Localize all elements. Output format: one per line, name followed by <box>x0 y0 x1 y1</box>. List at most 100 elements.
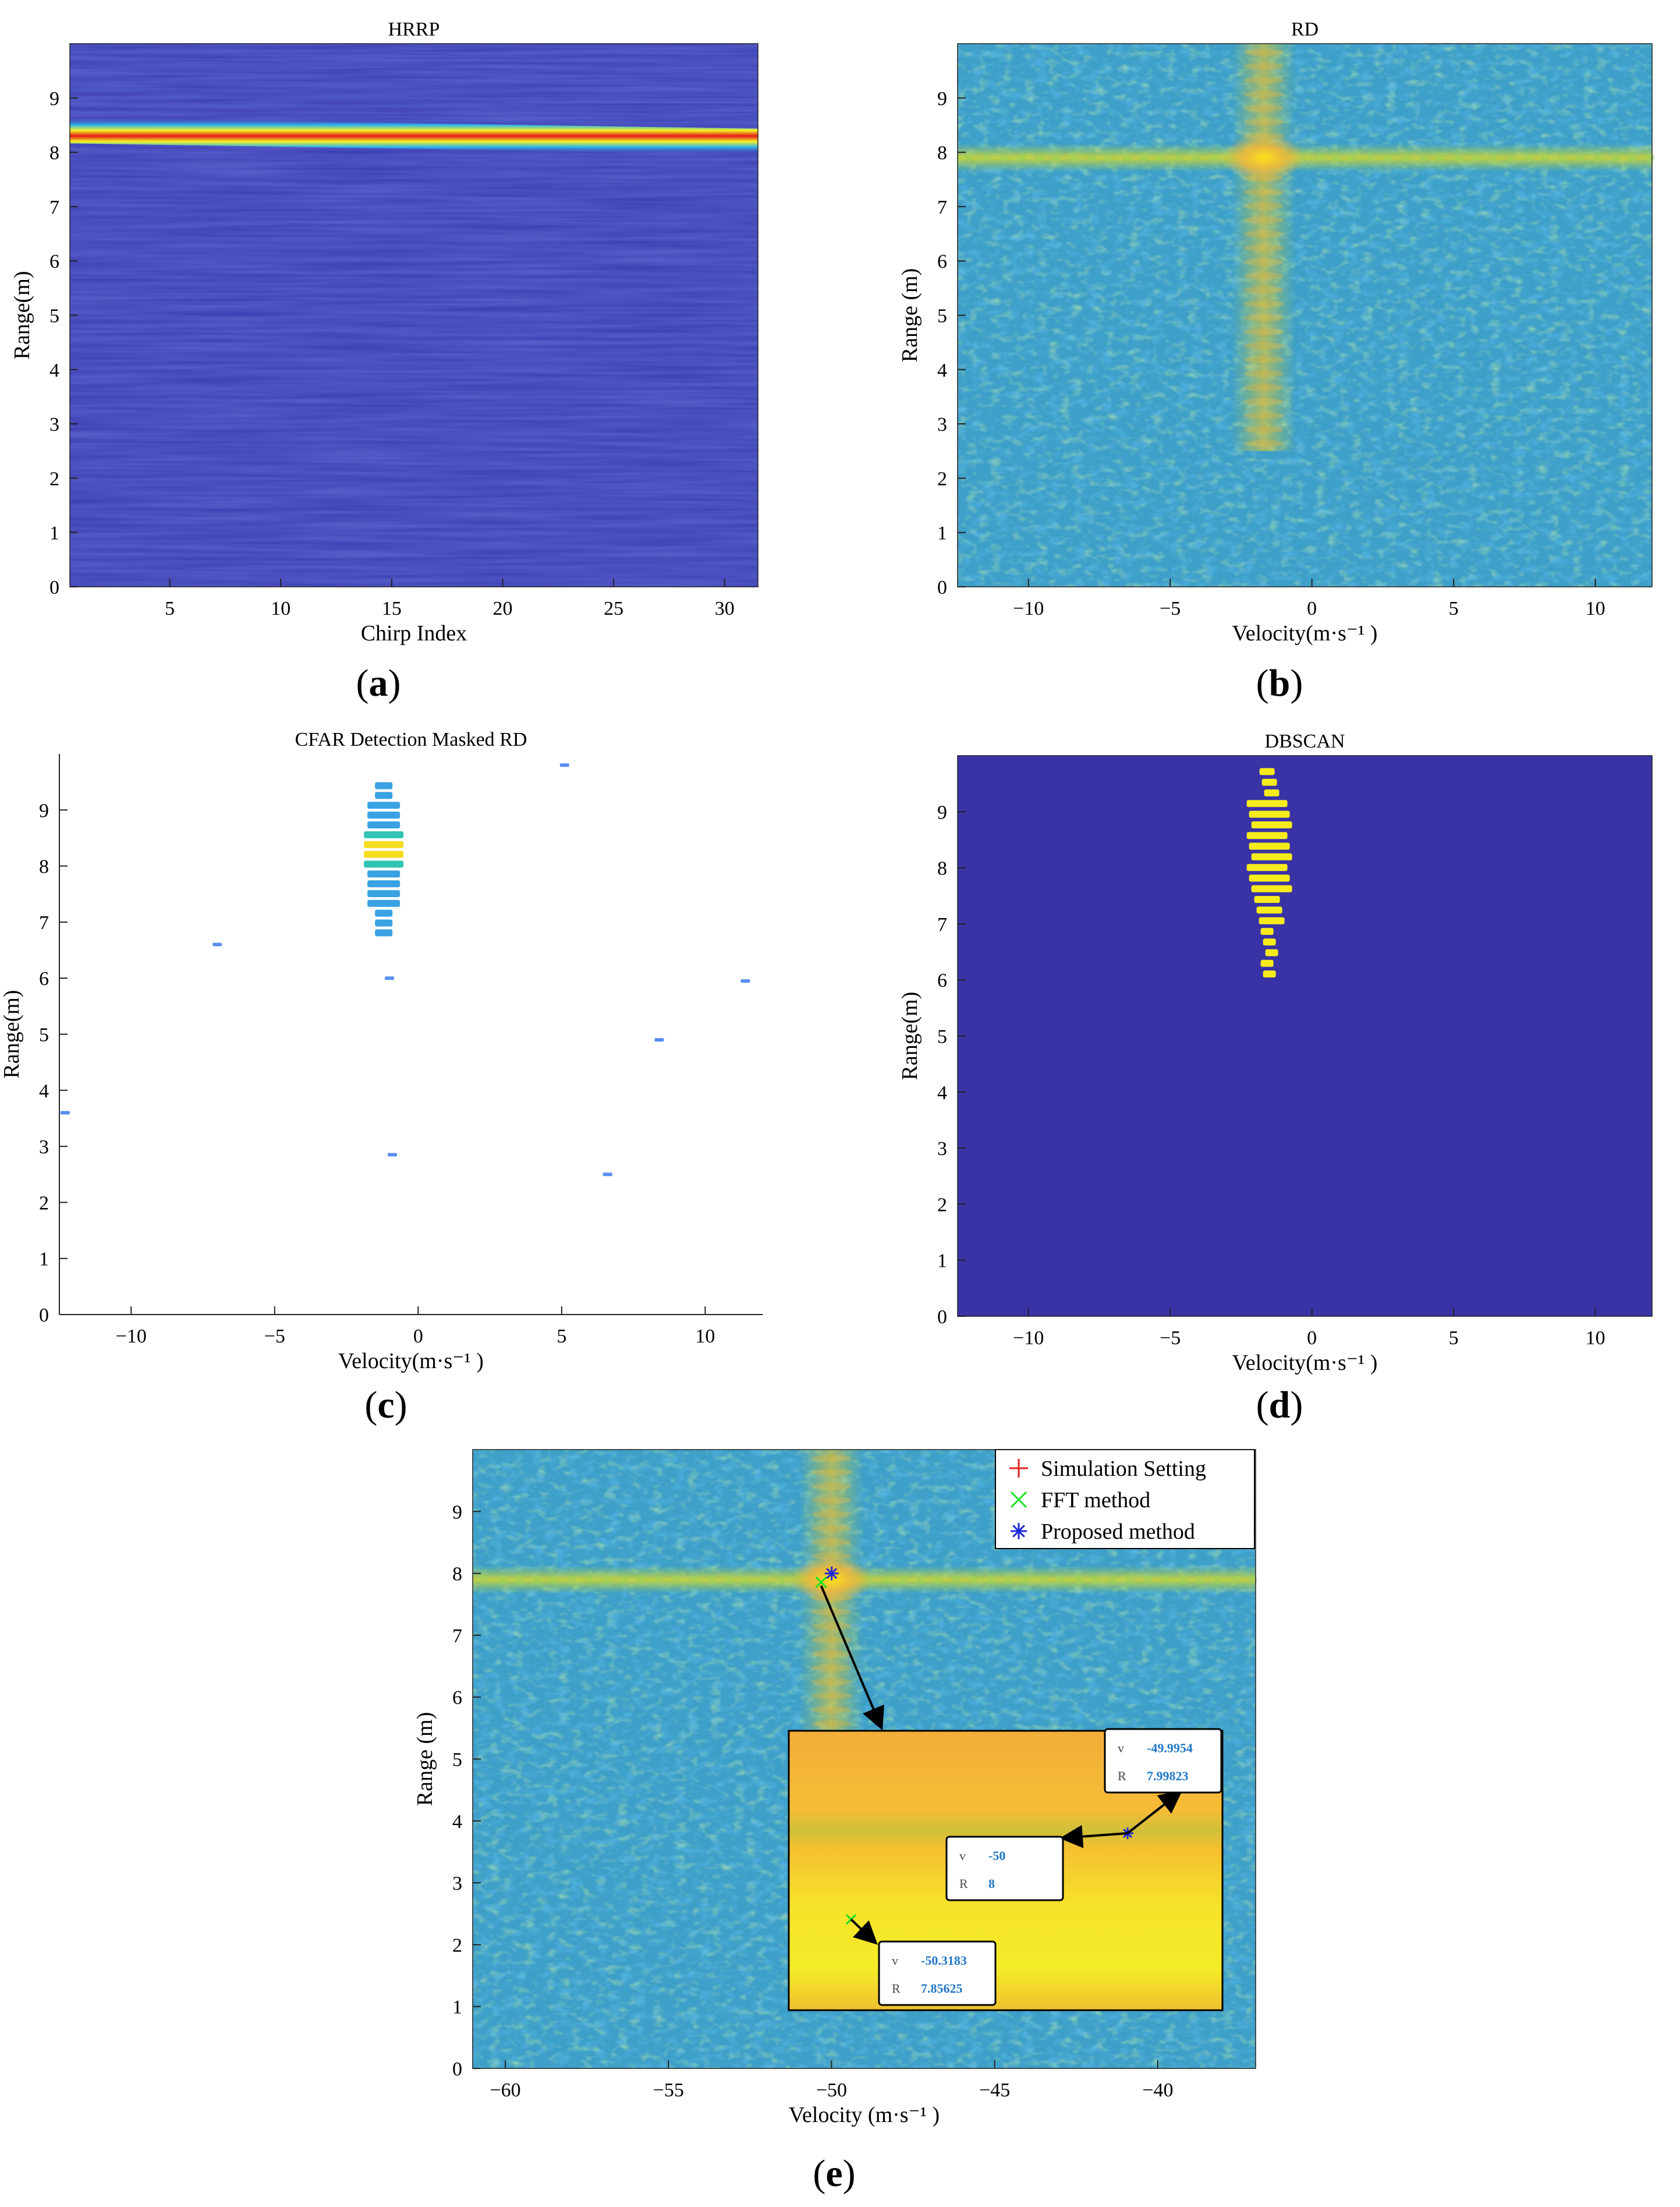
x-tick-label: 10 <box>1586 1327 1605 1349</box>
legend: Simulation Setting FFT method Proposed met… <box>995 1449 1255 1549</box>
y-tick-label: 7 <box>452 1625 462 1647</box>
y-tick-label: 5 <box>452 1749 462 1771</box>
y-tick-label: 3 <box>452 1873 462 1894</box>
x-tick-label: −40 <box>1142 2080 1173 2101</box>
y-tick-label: 8 <box>49 143 59 164</box>
cfar-detection-cell <box>364 841 404 848</box>
cfar-detection-cell <box>367 899 400 907</box>
streak-ripple <box>1039 1575 1047 1584</box>
y-tick-label: 1 <box>452 1997 462 2018</box>
cfar-detection-cell <box>367 821 400 828</box>
streak-ripple <box>1018 153 1026 162</box>
streak-ripple <box>1105 153 1113 162</box>
streak-ripple <box>1231 1575 1239 1584</box>
y-tick-label: 6 <box>937 970 947 991</box>
streak-ripple <box>1507 153 1515 162</box>
x-tick-label: 25 <box>604 598 623 619</box>
datatip-v-value: -49.9954 <box>1147 1741 1193 1755</box>
y-tick-label: 4 <box>937 1082 947 1104</box>
cfar-detection-cell <box>375 919 393 927</box>
streak-ripple <box>1243 426 1284 433</box>
cfar-false-alarm <box>385 976 395 980</box>
cfar-detection-cell <box>375 792 393 799</box>
streak-ripple <box>965 153 973 162</box>
y-tick-label: 7 <box>937 914 947 936</box>
panel-d: −10 −5 0 5 10 0 1 2 3 4 5 6 7 8 9 DBSCAN Velocity(m·s⁻¹ … <box>898 731 1653 1426</box>
dbscan-cluster-cell <box>1246 864 1288 872</box>
cfar-false-alarm <box>559 763 569 767</box>
x-tick-label: 5 <box>1449 1327 1459 1349</box>
streak-ripple <box>811 1636 852 1643</box>
streak-ripple <box>760 1575 768 1584</box>
streak-ripple <box>1243 49 1284 56</box>
streak-ripple <box>811 1650 852 1657</box>
caption-paren: ( <box>813 2152 825 2195</box>
dbscan-cluster-cell <box>1260 927 1274 935</box>
datatip-r-label: R <box>1118 1769 1126 1783</box>
datatip-r-value: 8 <box>988 1876 995 1891</box>
streak-ripple <box>1243 245 1284 251</box>
streak-ripple <box>568 1575 576 1584</box>
panel-caption: (b) <box>1256 662 1303 704</box>
marker-proposed-method <box>826 1568 838 1579</box>
x-tick-label: 5 <box>165 598 175 619</box>
streak-ripple <box>899 1575 908 1584</box>
dbscan-cluster-cell <box>1249 810 1290 818</box>
streak-ripple <box>515 1575 523 1584</box>
x-tick-label: −60 <box>490 2080 520 2101</box>
streak-ripple <box>1243 342 1284 349</box>
caption-paren: ( <box>364 1384 377 1426</box>
y-tick-label: 3 <box>49 414 59 435</box>
streak-ripple <box>1192 153 1200 162</box>
streak-ripple <box>1349 153 1358 162</box>
range-striation <box>69 65 759 70</box>
streak-ripple <box>1144 1575 1152 1584</box>
y-tick-label: 9 <box>937 88 947 109</box>
y-tick-label: 9 <box>49 88 59 109</box>
cfar-detection-cell <box>375 909 393 917</box>
y-tick-label: 7 <box>937 197 947 218</box>
dbscan-cluster-cell <box>1251 821 1292 828</box>
x-tick-label: 0 <box>1307 1327 1317 1349</box>
y-tick-label: 3 <box>937 1138 947 1160</box>
streak-ripple <box>811 1497 852 1504</box>
datatip-r-value: 7.99823 <box>1147 1769 1189 1783</box>
range-striation <box>69 73 759 77</box>
caption-paren: ) <box>1290 1384 1303 1426</box>
streak-ripple <box>934 1575 942 1584</box>
zoom-arrow <box>820 1585 884 1731</box>
target-peak <box>1222 134 1305 181</box>
range-striation <box>69 50 759 55</box>
datatip-v-value: -50 <box>988 1848 1005 1863</box>
cfar-false-alarm <box>387 1153 397 1157</box>
streak-ripple <box>1646 153 1654 162</box>
streak-ripple <box>1035 153 1043 162</box>
streak-ripple <box>602 1575 611 1584</box>
streak-ripple <box>1243 384 1284 391</box>
caption-paren: ( <box>356 662 369 704</box>
streak-ripple <box>637 1575 646 1584</box>
streak-ripple <box>1472 153 1480 162</box>
streak-ripple <box>811 1483 852 1490</box>
dbscan-cluster-cell <box>1259 917 1285 924</box>
legend-marker-star <box>1012 1525 1025 1538</box>
y-tick-label: 3 <box>39 1136 49 1158</box>
streak-ripple <box>1091 1575 1100 1584</box>
streak-ripple <box>585 1575 593 1584</box>
streak-ripple <box>1314 153 1323 162</box>
dbscan-cluster-cell <box>1265 949 1278 957</box>
datatip-v-label: v <box>959 1848 966 1863</box>
range-striation <box>69 80 759 85</box>
streak-ripple <box>811 1469 852 1476</box>
cfar-detection-cell <box>375 929 393 937</box>
y-tick-label: 0 <box>937 1306 947 1328</box>
streak-ripple <box>1074 1575 1082 1584</box>
y-axis-label: Range (m) <box>413 1712 437 1806</box>
y-tick-label: 5 <box>937 1026 947 1048</box>
heatmap-background <box>958 756 1652 1316</box>
datatip-r-value: 7.85625 <box>921 1981 963 1996</box>
x-tick-label: 30 <box>715 598 735 619</box>
streak-ripple <box>987 1575 995 1584</box>
cfar-false-alarm <box>654 1038 664 1042</box>
y-tick-label: 8 <box>937 858 947 880</box>
